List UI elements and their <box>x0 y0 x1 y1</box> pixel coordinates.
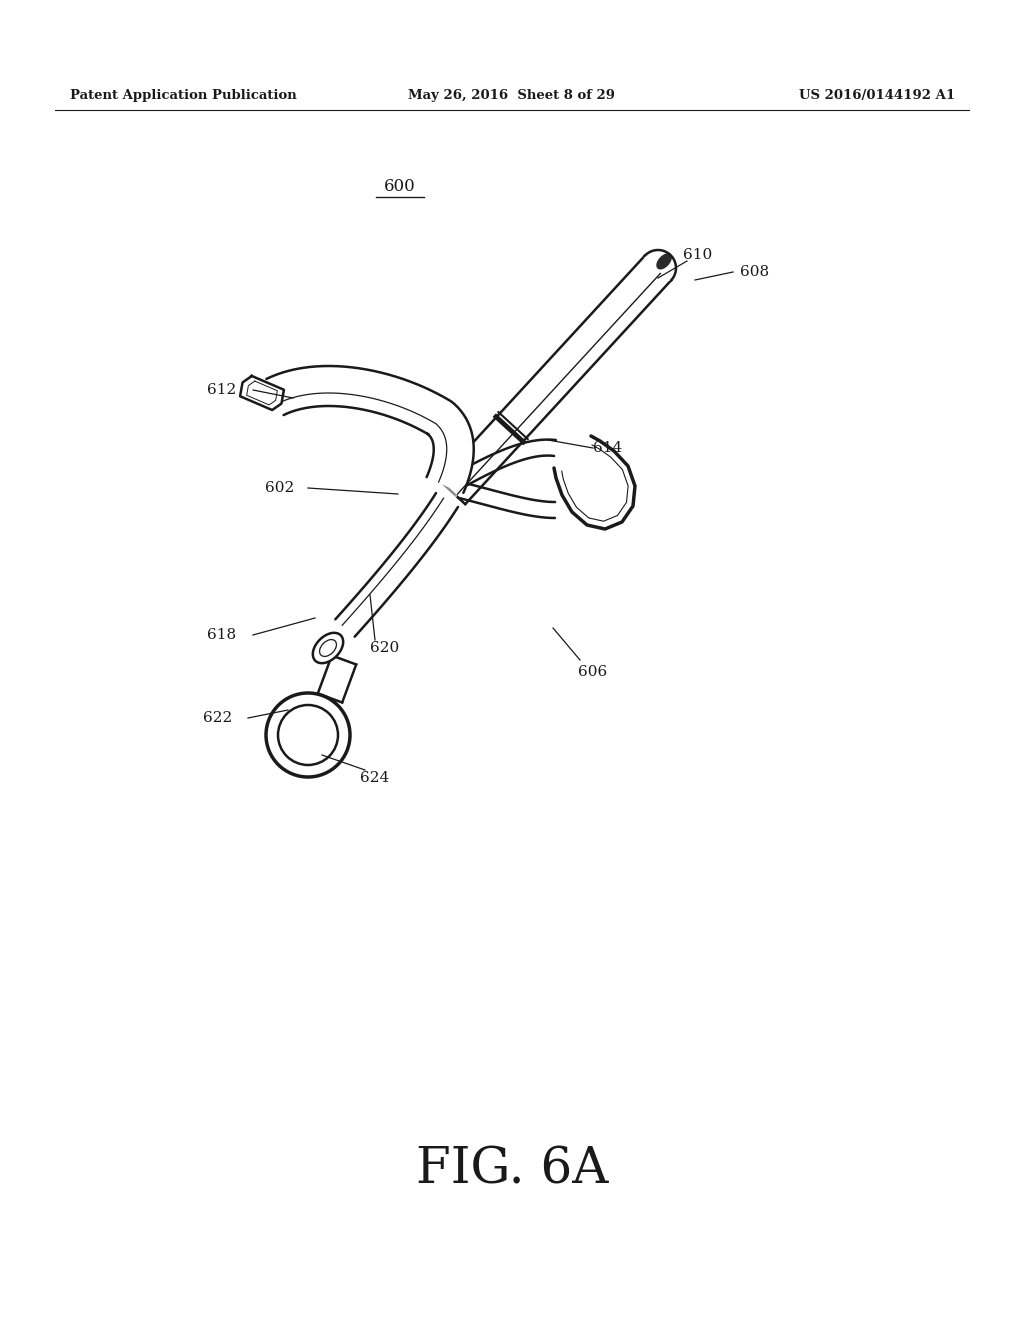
Polygon shape <box>456 440 556 487</box>
Polygon shape <box>317 656 356 702</box>
Text: 602: 602 <box>265 480 295 495</box>
Polygon shape <box>240 376 284 411</box>
Text: 622: 622 <box>204 711 232 725</box>
Circle shape <box>266 693 350 777</box>
Ellipse shape <box>319 640 337 656</box>
Text: May 26, 2016  Sheet 8 of 29: May 26, 2016 Sheet 8 of 29 <box>409 88 615 102</box>
Text: 620: 620 <box>371 642 399 655</box>
Polygon shape <box>335 494 458 636</box>
Polygon shape <box>438 256 672 504</box>
Polygon shape <box>247 381 278 405</box>
Text: 612: 612 <box>208 383 237 397</box>
Circle shape <box>278 705 338 766</box>
Polygon shape <box>458 482 555 517</box>
Text: 600: 600 <box>384 178 416 195</box>
Text: 606: 606 <box>579 665 607 678</box>
Text: Patent Application Publication: Patent Application Publication <box>70 88 297 102</box>
Polygon shape <box>645 249 676 280</box>
Text: US 2016/0144192 A1: US 2016/0144192 A1 <box>799 88 955 102</box>
Ellipse shape <box>312 632 343 663</box>
Text: 610: 610 <box>683 248 713 261</box>
Text: FIG. 6A: FIG. 6A <box>416 1146 608 1195</box>
Text: 618: 618 <box>208 628 237 642</box>
Text: 608: 608 <box>740 265 770 279</box>
Polygon shape <box>440 480 456 496</box>
Text: 614: 614 <box>593 441 623 455</box>
Polygon shape <box>554 436 635 529</box>
Polygon shape <box>266 366 474 492</box>
Ellipse shape <box>657 253 671 269</box>
Text: 624: 624 <box>360 771 389 785</box>
